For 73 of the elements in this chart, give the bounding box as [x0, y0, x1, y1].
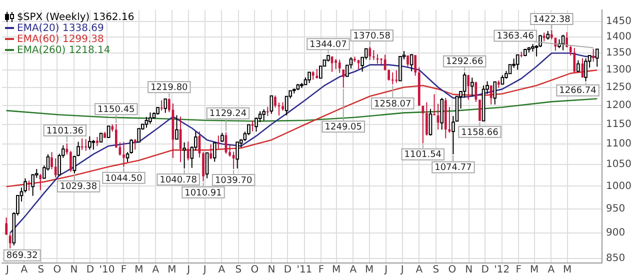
annotation: 1044.50	[105, 174, 143, 184]
x-tick-label: N	[268, 264, 276, 276]
annotation: 1258.07	[374, 99, 412, 110]
y-tick-label: 1000	[606, 180, 632, 192]
annotation: 1039.70	[214, 176, 252, 186]
y-tick-label: 950	[606, 204, 626, 215]
legend-label: EMA(20) 1338.69	[17, 23, 104, 34]
x-tick-label: S	[432, 264, 440, 276]
annotation: 1363.46	[496, 32, 534, 42]
y-tick-label: 1350	[606, 48, 632, 59]
x-tick-label: N	[465, 264, 473, 276]
x-tick-label: A	[548, 264, 555, 276]
x-tick-label: A	[416, 264, 423, 276]
annotation: 1029.38	[60, 182, 98, 192]
x-tick-label: D	[86, 264, 94, 276]
annotation: 1101.54	[404, 150, 442, 160]
x-tick-label: F	[516, 264, 522, 276]
y-tick-label: 1450	[606, 16, 632, 28]
x-tick-label: M	[365, 264, 374, 276]
x-tick-label: M	[332, 264, 341, 276]
annotation: 1249.05	[324, 122, 362, 132]
x-tick-label: N	[70, 264, 78, 276]
annotation: 1370.58	[353, 31, 391, 42]
y-tick-label: 1050	[606, 159, 632, 170]
x-tick-label: J	[202, 264, 206, 276]
x-tick-label: M	[168, 264, 176, 276]
x-tick-label: '12	[494, 264, 510, 276]
annotation: 1266.74	[559, 86, 597, 96]
y-tick-label: 1100	[606, 138, 632, 150]
x-tick-label: F	[318, 264, 324, 276]
x-tick-label: A	[152, 264, 160, 276]
annotation: 1150.45	[98, 104, 135, 115]
x-tick-label: A	[20, 264, 28, 276]
x-tick-label: A	[350, 264, 357, 276]
annotation: 1344.07	[310, 40, 347, 50]
annotation: 1422.38	[533, 14, 571, 25]
x-tick-label: O	[448, 264, 456, 276]
y-tick-label: 1150	[606, 118, 632, 130]
x-tick-label: O	[250, 264, 259, 276]
legend-label: EMA(60) 1299.38	[17, 34, 104, 46]
x-tick-label: D	[481, 264, 490, 276]
x-tick-label: F	[120, 264, 127, 276]
x-tick-label: J	[4, 264, 9, 276]
y-tick-label: 1300	[606, 64, 632, 76]
x-tick-label: D	[284, 264, 292, 276]
annotation: 1040.78	[160, 175, 198, 186]
annotation: 1292.66	[446, 57, 484, 68]
x-tick-label: J	[400, 264, 404, 276]
x-tick-label: S	[235, 264, 242, 276]
annotation: 1101.36	[46, 126, 84, 136]
y-tick-label: 1400	[606, 32, 632, 43]
annotation: 869.32	[6, 251, 38, 262]
legend-label: EMA(260) 1218.14	[17, 45, 110, 56]
x-tick-label: '10	[99, 264, 115, 276]
y-tick-label: 900	[606, 228, 626, 239]
x-tick-label: '11	[296, 264, 312, 276]
x-tick-label: M	[563, 264, 572, 276]
x-tick-label: M	[134, 264, 144, 276]
annotation: 1010.91	[184, 188, 222, 198]
annotation: 1074.77	[434, 163, 472, 174]
x-tick-label: S	[38, 264, 44, 276]
annotation: 1129.24	[209, 109, 247, 120]
x-tick-label: A	[218, 264, 226, 276]
annotation: 1219.80	[150, 82, 188, 93]
y-tick-label: 1200	[606, 100, 632, 111]
legend-label: $SPX (Weekly) 1362.16	[17, 12, 134, 24]
x-tick-label: M	[530, 264, 539, 276]
y-tick-label: 1250	[606, 82, 632, 93]
annotation: 1158.66	[461, 128, 499, 138]
y-tick-label: 850	[606, 252, 626, 264]
x-tick-label: J	[186, 264, 190, 276]
x-tick-label: J	[384, 264, 388, 276]
x-tick-label: O	[53, 264, 62, 276]
